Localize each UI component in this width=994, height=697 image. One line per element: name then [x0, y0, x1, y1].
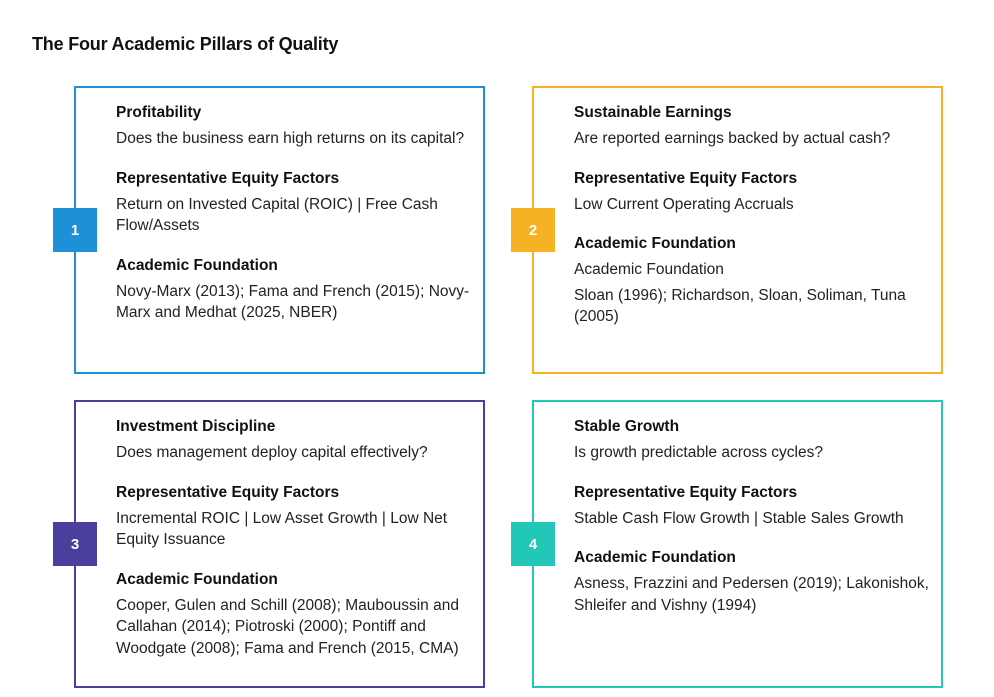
pillar-number-badge-4: 4 — [511, 522, 555, 566]
factors-heading: Representative Equity Factors — [574, 169, 798, 187]
pillar-card-stable-growth: Stable Growth Is growth predictable acro… — [532, 400, 943, 688]
foundation-heading: Academic Foundation — [116, 256, 278, 274]
factors-heading: Representative Equity Factors — [574, 483, 798, 501]
pillar-number-badge-2: 2 — [511, 208, 555, 252]
foundation-heading: Academic Foundation — [574, 549, 736, 566]
pillar-card-investment-discipline: Investment Discipline Does management de… — [74, 400, 485, 688]
pillar-question: Is growth predictable across cycles? — [574, 444, 823, 461]
foundation-text: Asness, Frazzini and Pedersen (2019); La… — [574, 575, 929, 614]
factors-heading: Representative Equity Factors — [116, 169, 340, 187]
pillar-question: Does the business earn high returns on i… — [116, 130, 465, 147]
factors-text: Return on Invested Capital (ROIC) | Free… — [116, 195, 438, 235]
factors-heading: Representative Equity Factors — [116, 483, 340, 501]
foundation-heading: Academic Foundation — [116, 570, 278, 588]
pillar-number-badge-1: 1 — [53, 208, 97, 252]
factors-text: Incremental ROIC | Low Asset Growth | Lo… — [116, 509, 448, 549]
foundation-text: Cooper, Gulen and Schill (2008); Maubous… — [116, 596, 459, 657]
pillar-question: Are reported earnings backed by actual c… — [574, 130, 891, 147]
pillar-name: Stable Growth — [574, 418, 680, 435]
pillar-number-badge-3: 3 — [53, 522, 97, 566]
foundation-text: Novy-Marx (2013); Fama and French (2015)… — [116, 282, 470, 322]
foundation-subtext: Academic Foundation — [574, 261, 724, 278]
page-title: The Four Academic Pillars of Quality — [32, 34, 339, 54]
pillar-card-sustainable-earnings: Sustainable Earnings Are reported earnin… — [532, 86, 943, 374]
pillar-name: Investment Discipline — [116, 418, 276, 435]
pillar-name: Profitability — [116, 104, 202, 121]
factors-text: Low Current Operating Accruals — [574, 195, 794, 213]
foundation-text: Sloan (1996); Richardson, Sloan, Soliman… — [574, 286, 906, 326]
factors-text: Stable Cash Flow Growth | Stable Sales G… — [574, 509, 904, 527]
pillar-card-profitability: Profitability Does the business earn hig… — [74, 86, 485, 374]
pillar-name: Sustainable Earnings — [574, 104, 732, 121]
pillar-question: Does management deploy capital effective… — [116, 444, 428, 461]
foundation-heading: Academic Foundation — [574, 235, 736, 252]
